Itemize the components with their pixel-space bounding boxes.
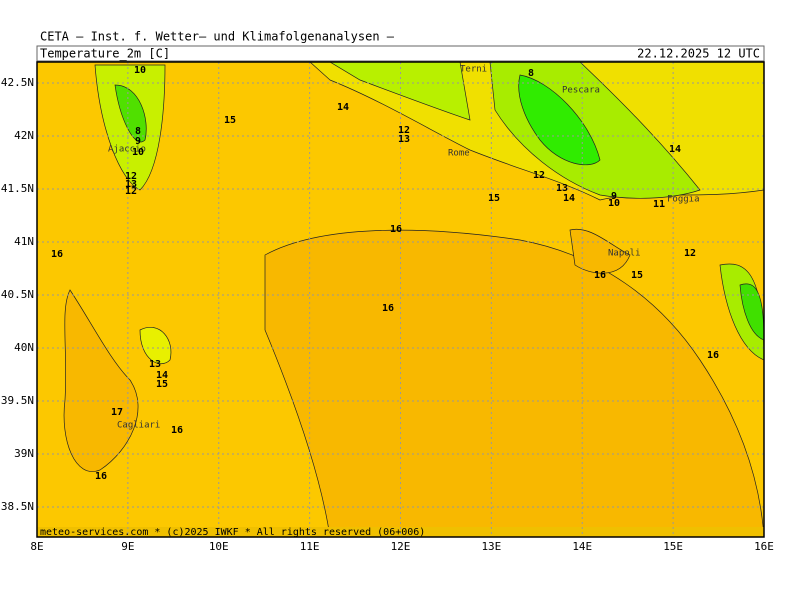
contour-label: 12 — [533, 170, 545, 181]
contour-label: 14 — [563, 193, 575, 204]
contour-label: 11 — [653, 199, 665, 210]
lon-label: 11E — [300, 540, 320, 553]
city-label: Rome — [448, 149, 470, 159]
contour-label: 9 — [135, 136, 141, 147]
contour-label: 14 — [156, 370, 168, 381]
warm-area — [569, 228, 631, 274]
copyright: meteo-services.com * (c)2025 IWKF * All … — [40, 527, 425, 538]
city-label: Ajaccio — [108, 145, 146, 155]
city-label: Cagliari — [117, 421, 160, 431]
warm-area — [264, 229, 764, 537]
lon-label: 9E — [121, 540, 134, 553]
contour-label: 16 — [95, 471, 107, 482]
warm-area — [63, 289, 139, 472]
frame — [36, 61, 765, 538]
lat-label: 42N — [14, 129, 34, 142]
lat-label: 39.5N — [1, 394, 34, 407]
contour-label: 17 — [111, 407, 123, 418]
field — [37, 62, 764, 537]
lat-label: 38.5N — [1, 500, 34, 513]
contour-label: 16 — [171, 425, 183, 436]
contour-label: 12 — [125, 186, 137, 197]
contour-label: 15 — [631, 270, 643, 281]
contour-label: 13 — [125, 179, 137, 190]
contour-label: 10 — [132, 147, 144, 158]
header-box — [36, 45, 765, 62]
field-name: Temperature_2m [C] — [40, 47, 170, 61]
contour-label: 15 — [156, 379, 168, 390]
contour-label: 15 — [488, 193, 500, 204]
contour-label: 14 — [669, 144, 681, 155]
cold-core — [739, 283, 764, 341]
contour-label: 12 — [125, 171, 137, 182]
contour-label: 16 — [594, 270, 606, 281]
city-label: Napoli — [608, 249, 641, 259]
lat-label: 42.5N — [1, 76, 34, 89]
contour-label: 10 — [134, 65, 146, 76]
contour-label: 8 — [528, 68, 534, 79]
cold-core — [114, 84, 147, 143]
contour-label: 8 — [135, 126, 141, 137]
lon-label: 10E — [209, 540, 229, 553]
contour-label: 10 — [608, 198, 620, 209]
city-label: Pescara — [562, 86, 600, 96]
lat-label: 39N — [14, 447, 34, 460]
lat-label: 40N — [14, 341, 34, 354]
contour-label: 16 — [707, 350, 719, 361]
contour-label: 14 — [337, 102, 349, 113]
contour-label: 16 — [382, 303, 394, 314]
lon-label: 13E — [481, 540, 501, 553]
source-title: CETA – Inst. f. Wetter– und Klimafolgena… — [40, 30, 395, 44]
contour-label: 9 — [611, 191, 617, 202]
lon-label: 8E — [30, 540, 43, 553]
contour-label: 13 — [149, 359, 161, 370]
valid-time: 22.12.2025 12 UTC — [637, 47, 760, 61]
city-label: Foggia — [667, 195, 700, 205]
lat-label: 40.5N — [1, 288, 34, 301]
lat-label: 41N — [14, 235, 34, 248]
city-label: Terni — [460, 65, 487, 75]
contour-label: 16 — [51, 249, 63, 260]
contour-label: 15 — [224, 115, 236, 126]
lon-label: 16E — [754, 540, 774, 553]
lon-label: 15E — [663, 540, 683, 553]
lon-label: 12E — [391, 540, 411, 553]
cool-area — [139, 327, 172, 365]
lon-label: 14E — [572, 540, 592, 553]
contour-label: 16 — [390, 224, 402, 235]
contour-label: 12 — [398, 125, 410, 136]
contour-label: 13 — [556, 183, 568, 194]
contour-label: 13 — [398, 134, 410, 145]
contour-label: 12 — [684, 248, 696, 259]
cold-core — [518, 74, 601, 166]
lat-label: 41.5N — [1, 182, 34, 195]
